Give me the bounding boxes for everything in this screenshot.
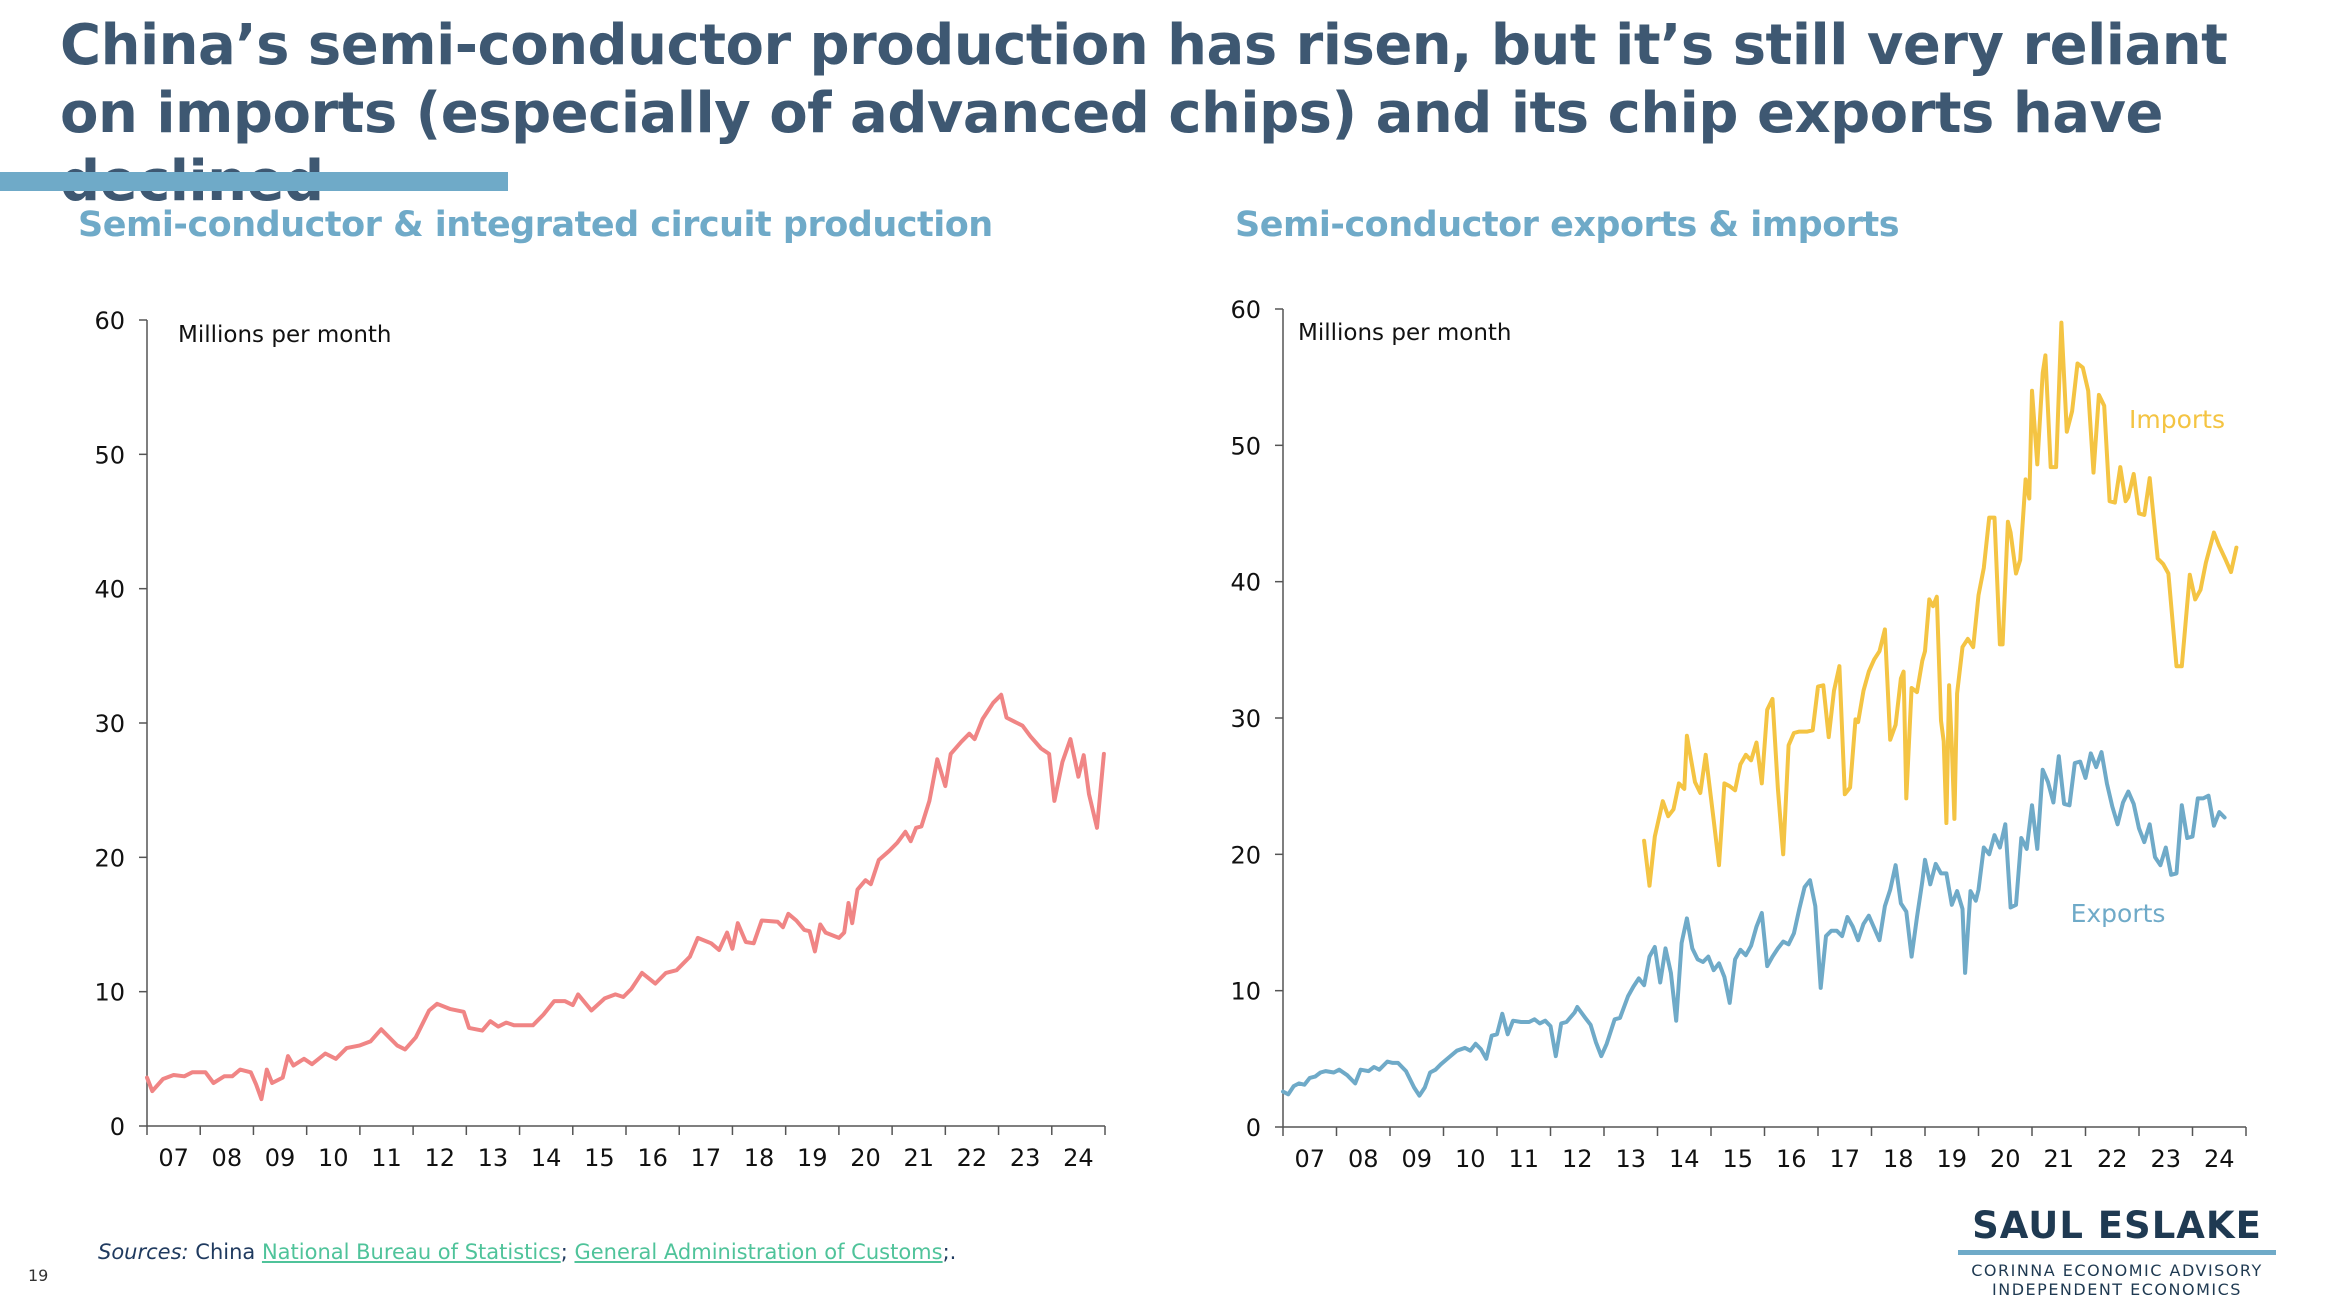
slide-title: China’s semi-conductor production has ri… (60, 13, 2228, 214)
x-tick-label: 23 (1010, 1144, 1041, 1172)
y-tick-label: 0 (110, 1113, 125, 1141)
y-tick-label: 20 (1230, 841, 1261, 869)
x-tick-label: 16 (637, 1144, 668, 1172)
trade-chart-title: Semi-conductor exports & imports (1235, 205, 1900, 245)
x-tick-label: 13 (478, 1144, 509, 1172)
title-accent-bar (0, 172, 508, 191)
x-tick-label: 07 (1294, 1145, 1325, 1173)
x-tick-label: 14 (531, 1144, 562, 1172)
sources-end: ;. (942, 1240, 957, 1264)
sources-prefix: Sources: (98, 1240, 189, 1264)
y-tick-label: 50 (94, 441, 125, 469)
x-tick-label: 19 (797, 1144, 828, 1172)
x-tick-label: 17 (691, 1144, 722, 1172)
x-tick-label: 11 (1508, 1145, 1539, 1173)
y-tick-label: 60 (94, 307, 125, 335)
imports-series-label: Imports (2129, 405, 2225, 434)
y-tick-label: 30 (1230, 705, 1261, 733)
logo-line-2: INDEPENDENT ECONOMICS (1992, 1280, 2242, 1299)
y-tick-label: 40 (1230, 569, 1261, 597)
y-tick-label: 50 (1230, 432, 1261, 460)
y-tick-label: 40 (94, 576, 125, 604)
x-tick-label: 16 (1776, 1145, 1807, 1173)
x-tick-label: 09 (1401, 1145, 1432, 1173)
x-tick-label: 10 (1455, 1145, 1486, 1173)
exports-series-label: Exports (2071, 899, 2166, 928)
y-tick-label: 0 (1246, 1114, 1261, 1142)
x-tick-label: 08 (1348, 1145, 1379, 1173)
exports-series-line (1281, 750, 2227, 1098)
x-tick-label: 15 (1722, 1145, 1753, 1173)
y-unit-label: Millions per month (178, 322, 392, 348)
x-tick-label: 18 (744, 1144, 775, 1172)
x-tick-label: 24 (2204, 1145, 2235, 1173)
x-tick-label: 09 (265, 1144, 296, 1172)
sources-separator: ; (560, 1240, 575, 1264)
production-series-line (145, 692, 1106, 1102)
y-unit-label: Millions per month (1298, 320, 1512, 346)
customs-link[interactable]: General Administration of Customs (574, 1240, 943, 1264)
y-tick-label: 20 (94, 844, 125, 872)
y-tick-label: 10 (94, 979, 125, 1007)
page-number: 19 (28, 1266, 49, 1285)
logo-rule (1958, 1250, 2276, 1255)
x-tick-label: 07 (158, 1144, 189, 1172)
logo-line-1: CORINNA ECONOMIC ADVISORY (1971, 1261, 2263, 1280)
x-tick-label: 12 (424, 1144, 455, 1172)
sources-text: China (188, 1240, 262, 1264)
x-tick-label: 11 (371, 1144, 402, 1172)
nbs-link[interactable]: National Bureau of Statistics (261, 1240, 561, 1264)
x-tick-label: 14 (1669, 1145, 1700, 1173)
x-tick-label: 23 (2150, 1145, 2181, 1173)
production-chart: 0 10 20 30 40 50 60 07 08 09 10 11 12 13 14 15 16 17 18 19 2… (94, 307, 1106, 1172)
x-tick-label: 20 (850, 1144, 881, 1172)
x-tick-label: 15 (584, 1144, 615, 1172)
x-tick-label: 21 (903, 1144, 934, 1172)
logo-name: SAUL ESLAKE (1972, 1204, 2262, 1247)
x-tick-label: 12 (1562, 1145, 1593, 1173)
x-tick-label: 22 (2097, 1145, 2128, 1173)
y-tick-label: 60 (1230, 296, 1261, 324)
imports-series-line (1642, 320, 2239, 888)
x-tick-label: 21 (2043, 1145, 2074, 1173)
trade-chart: 0 10 20 30 40 50 60 07 08 09 10 11 12 13 14 15 16 17 18 19 2… (1230, 296, 2247, 1173)
x-tick-label: 19 (1936, 1145, 1967, 1173)
x-tick-label: 20 (1990, 1145, 2021, 1173)
production-chart-title: Semi-conductor & integrated circuit prod… (78, 205, 993, 245)
saul-eslake-logo: SAUL ESLAKE CORINNA ECONOMIC ADVISORY IN… (1958, 1206, 2276, 1299)
y-tick-label: 30 (94, 710, 125, 738)
x-tick-label: 17 (1829, 1145, 1860, 1173)
x-tick-label: 13 (1615, 1145, 1646, 1173)
x-tick-label: 22 (957, 1144, 988, 1172)
x-tick-label: 24 (1063, 1144, 1094, 1172)
x-tick-label: 08 (212, 1144, 243, 1172)
x-tick-label: 18 (1883, 1145, 1914, 1173)
x-tick-label: 10 (318, 1144, 349, 1172)
y-tick-label: 10 (1230, 978, 1261, 1006)
sources-note: Sources: China National Bureau of Statis… (98, 1240, 956, 1264)
